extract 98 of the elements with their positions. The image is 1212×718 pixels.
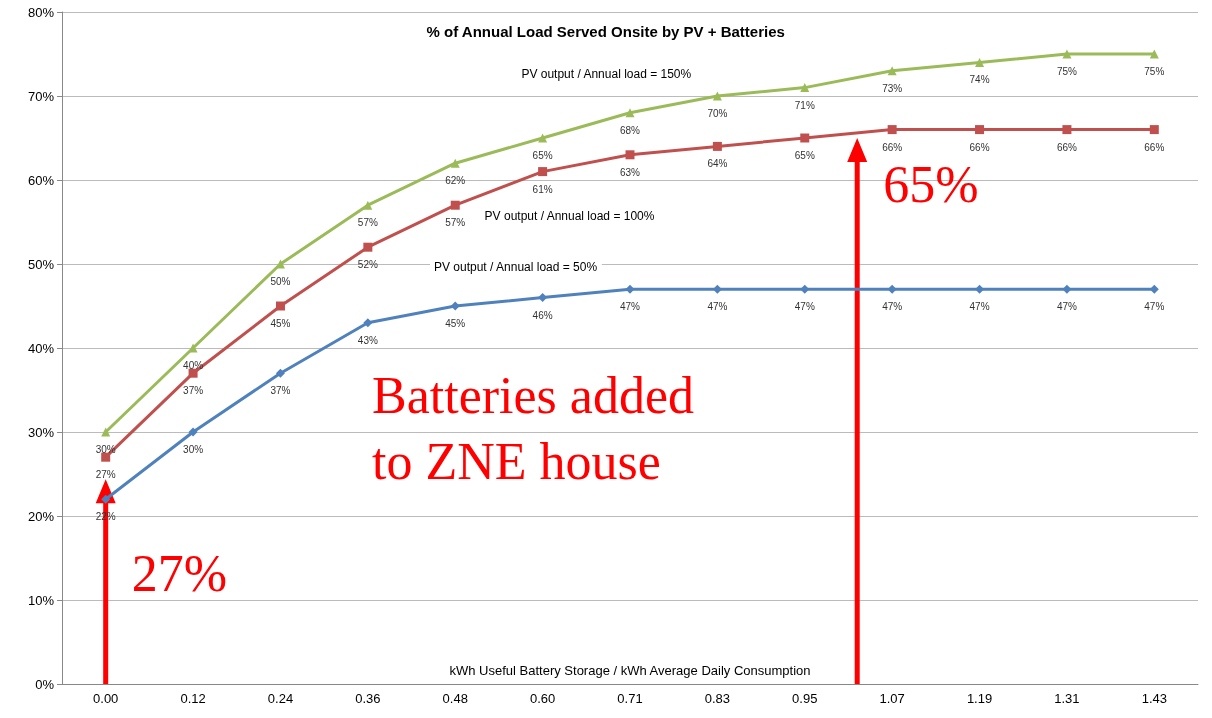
data-label: 50% [270,276,291,287]
data-label: 68% [619,124,641,136]
data-label: 75% [1056,66,1078,77]
data-label: 73% [882,82,903,94]
text: % of Annual Load Served Onsite by PV + Batteries [426,23,785,40]
data-label: 64% [707,158,728,170]
point [188,368,198,378]
point [450,301,460,311]
point [363,200,373,210]
y-tick-label: 60% [27,172,55,188]
point [450,200,460,210]
data-label: 47% [1056,301,1078,313]
data-label: 66% [1056,141,1078,153]
x-tick-label: 1.19 [966,691,993,706]
point [975,125,985,135]
x-tick-label: 1.43 [1141,691,1167,706]
data-label: 47% [1144,301,1165,313]
point [1062,49,1072,59]
data-label: 66% [882,141,903,153]
y-tick-label: 80% [27,4,55,20]
data-label: 52% [357,259,378,271]
series-label: PV output / Annual load = 50% [434,260,598,275]
data-label: 61% [532,183,553,195]
y-tick-label: 50% [27,256,55,272]
point [712,141,722,151]
data-label: 37% [270,385,291,397]
point [538,167,548,177]
x-tick-label: 0.36 [355,691,381,706]
annotation: 65% [883,155,979,213]
data-label: 63% [619,166,641,178]
y-tick-label: 40% [27,340,55,356]
x-tick-label: 1.31 [1054,691,1080,706]
x-tick-label: 0.00 [93,691,119,706]
data-label: 30% [183,444,204,455]
data-label: 47% [969,301,990,313]
point [101,494,111,504]
point [800,133,810,143]
data-label: 45% [270,318,291,329]
y-tick-label: 10% [27,592,55,608]
point [275,301,285,311]
point [1062,125,1072,135]
data-label: 70% [707,108,728,119]
data-label: 75% [1144,66,1165,77]
point [1062,284,1072,294]
data-label: 45% [445,318,466,329]
x-tick-label: 0.71 [617,691,643,706]
point [450,158,460,168]
point [275,368,285,378]
x-tick-label: 0.83 [704,691,731,706]
data-label: 47% [882,301,903,313]
point [800,284,810,294]
x-tick-label: 0.60 [529,691,556,706]
data-label: 43% [357,334,378,346]
point [101,427,111,437]
x-tick-label: 1.07 [879,691,905,706]
y-tick-label: 70% [27,88,55,104]
x-tick-label: 0.24 [267,691,294,706]
x-tick-label: 0.12 [180,691,206,706]
point [712,91,722,101]
series-label: PV output / Annual load = 150% [521,67,692,81]
point [363,242,373,252]
data-label: 71% [794,99,815,111]
point [538,293,548,303]
data-label: 46% [532,309,553,321]
point [363,318,373,328]
x-axis-title: kWh Useful Battery Storage / kWh Average Daily Consumption [449,663,811,678]
data-label: 47% [794,301,815,313]
annotation: Batteries added to ZNE house [372,366,694,490]
y-tick-label: 0% [35,676,55,692]
point [538,133,548,143]
point [887,284,897,294]
data-label: 27% [95,469,116,481]
data-label: 65% [794,150,815,161]
annotation: 27% [131,544,228,602]
data-label: 74% [969,74,990,86]
point [188,427,198,437]
data-label: 57% [445,217,466,229]
x-tick-label: 0.95 [792,691,818,706]
data-label: 47% [619,301,641,313]
data-label: 57% [357,217,378,229]
data-label: 65% [532,150,553,161]
data-label: 47% [707,301,728,313]
x-tick-label: 0.48 [442,691,468,706]
point [625,108,635,118]
point [1149,49,1159,59]
data-label: 66% [1144,141,1165,153]
series-label: PV output / Annual load = 100% [484,208,655,223]
point [625,284,635,294]
point [975,57,985,67]
data-label: 37% [183,385,204,397]
y-tick-label: 20% [27,508,55,524]
point [887,125,897,135]
data-label: 62% [445,175,466,187]
point [1149,125,1159,135]
data-label: 40% [183,360,204,371]
point [625,150,635,160]
data-label: 66% [969,141,990,153]
y-tick-label: 30% [27,424,55,440]
